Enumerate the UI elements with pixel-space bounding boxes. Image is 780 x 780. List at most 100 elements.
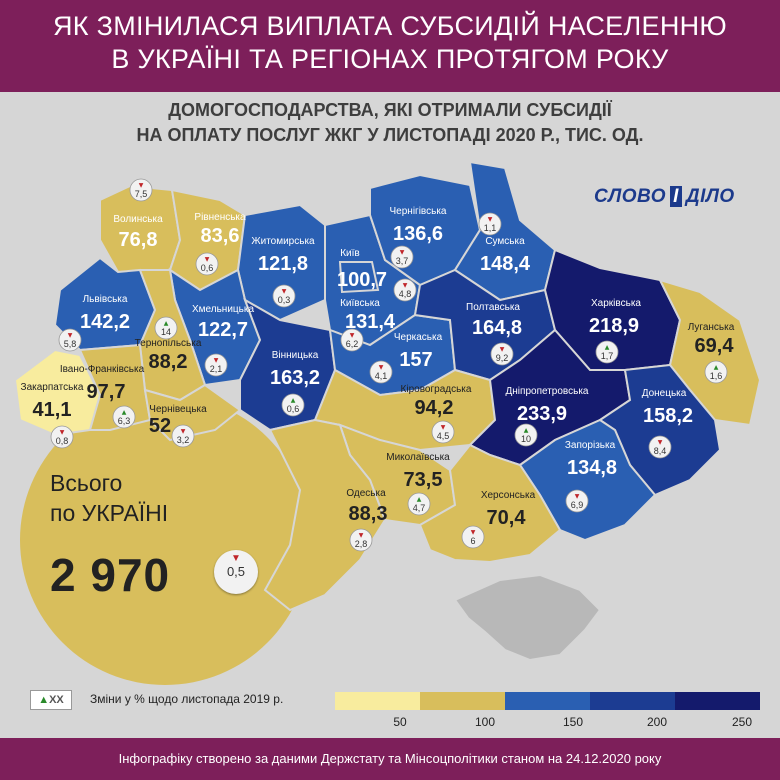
change-value-khersonska: 6 bbox=[470, 536, 475, 546]
region-name-volynska: Волинська bbox=[113, 214, 163, 225]
region-shape-odeska bbox=[263, 418, 387, 612]
change-badge-zhytomyrska bbox=[272, 284, 296, 308]
region-value-kharkivska: 218,9 bbox=[589, 315, 639, 337]
legend-swatch-5 bbox=[675, 692, 760, 710]
down-arrow-icon: ▼ bbox=[500, 346, 505, 353]
legend-swatch-3 bbox=[505, 692, 590, 710]
legend-threshold-50: 50 bbox=[393, 715, 407, 729]
change-value-lvivska: 5,8 bbox=[64, 339, 77, 349]
change-badge-khersonska bbox=[461, 525, 485, 549]
change-badge-ivano_frankivska bbox=[112, 405, 136, 429]
down-arrow-icon: ▼ bbox=[68, 332, 73, 339]
region-name-donetska: Донецька bbox=[642, 388, 687, 399]
total-change-value: 0,5 bbox=[226, 564, 246, 579]
change-value-odeska: 2,8 bbox=[355, 539, 368, 549]
change-badge-luhanska bbox=[704, 360, 728, 384]
down-arrow-icon: ▼ bbox=[400, 249, 405, 256]
change-value-ternopilska: 14 bbox=[161, 327, 171, 337]
region-name-kyivska: Київська bbox=[340, 298, 380, 309]
region-value-donetska: 158,2 bbox=[643, 405, 693, 427]
region-value-cherkaska: 157 bbox=[399, 349, 432, 371]
legend-swatch-1 bbox=[335, 692, 420, 710]
region-value-kyivska: 131,4 bbox=[345, 311, 396, 333]
change-badge-volynska bbox=[129, 178, 153, 202]
region-labels: Волинська76,8▼7,5Рівненська83,6▼0,6Житом… bbox=[21, 178, 735, 552]
down-arrow-icon: ▼ bbox=[181, 428, 186, 435]
change-value-chernihivska: 3,7 bbox=[396, 256, 409, 266]
region-value-lvivska: 142,2 bbox=[80, 311, 130, 333]
up-arrow-icon: ▲ bbox=[291, 397, 296, 404]
region-value-chernihivska: 136,6 bbox=[393, 223, 443, 245]
change-badge-poltavska bbox=[490, 342, 514, 366]
change-badge-kyiv bbox=[393, 278, 417, 302]
change-badge-donetska bbox=[648, 435, 672, 459]
region-name-odeska: Одеська bbox=[346, 488, 386, 499]
subtitle-line-1: ДОМОГОСПОДАРСТВА, ЯКІ ОТРИМАЛИ СУБСИДІЇ bbox=[168, 100, 612, 120]
change-value-kharkivska: 1,7 bbox=[601, 351, 614, 361]
region-value-poltavska: 164,8 bbox=[472, 317, 522, 339]
change-badge-sumska bbox=[478, 212, 502, 236]
change-badge-khmelnytska bbox=[204, 353, 228, 377]
change-badge-lvivska bbox=[58, 328, 82, 352]
change-value-volynska: 7,5 bbox=[135, 189, 148, 199]
down-arrow-icon: ▼ bbox=[205, 256, 210, 263]
region-value-rivnenska: 83,6 bbox=[201, 225, 240, 247]
region-name-rivnenska: Рівненська bbox=[194, 212, 246, 223]
region-value-kyiv: 100,7 bbox=[337, 269, 387, 291]
change-value-rivnenska: 0,6 bbox=[201, 263, 214, 273]
down-arrow-icon: ▼ bbox=[575, 493, 580, 500]
change-badge-kharkivska bbox=[595, 340, 619, 364]
region-name-ivano_frankivska: Івано-Франківська bbox=[60, 364, 145, 375]
region-name-khersonska: Херсонська bbox=[481, 490, 536, 501]
total-summary: Всього по УКРАЇНІ 2 970 bbox=[50, 468, 170, 602]
change-badge-rivnenska bbox=[195, 252, 219, 276]
region-shape-khersonska bbox=[418, 443, 562, 564]
region-name-vinnytska: Вінницька bbox=[272, 350, 319, 361]
down-arrow-icon: ▼ bbox=[60, 429, 65, 436]
crimea-shape bbox=[453, 573, 602, 662]
region-name-kirovohradska: Кіровоградська bbox=[401, 384, 472, 395]
up-arrow-icon: ▲ bbox=[122, 409, 127, 416]
region-name-ternopilska: Тернопільська bbox=[135, 338, 202, 349]
legend-threshold-250: 250 bbox=[732, 715, 752, 729]
legend-badge-text: XX bbox=[49, 694, 64, 706]
change-value-mykolaivska: 4,7 bbox=[413, 503, 426, 513]
change-value-kyiv: 4,8 bbox=[399, 289, 412, 299]
change-value-luhanska: 1,6 bbox=[710, 371, 723, 381]
change-badge-dnipropetrovska bbox=[514, 423, 538, 447]
region-value-odeska: 88,3 bbox=[349, 503, 388, 525]
region-value-luhanska: 69,4 bbox=[695, 335, 735, 357]
down-arrow-icon: ▼ bbox=[658, 439, 663, 446]
region-name-zakarpatska: Закарпатська bbox=[21, 382, 84, 393]
title-line-1: ЯК ЗМІНИЛАСЯ ВИПЛАТА СУБСИДІЙ НАСЕЛЕННЮ bbox=[52, 11, 727, 41]
change-badge-chernivetska bbox=[171, 424, 195, 448]
change-value-ivano_frankivska: 6,3 bbox=[118, 416, 131, 426]
change-badge-cherkaska bbox=[369, 360, 393, 384]
change-value-sumska: 1,1 bbox=[484, 223, 497, 233]
change-value-cherkaska: 4,1 bbox=[375, 371, 388, 381]
change-value-donetska: 8,4 bbox=[654, 446, 667, 456]
region-name-zhytomyrska: Житомирська bbox=[251, 236, 315, 247]
down-arrow-icon: ▼ bbox=[488, 216, 493, 223]
region-value-dnipropetrovska: 233,9 bbox=[517, 403, 567, 425]
region-shape-kyiv bbox=[338, 261, 380, 294]
legend-threshold-100: 100 bbox=[475, 715, 495, 729]
change-badge-chernihivska bbox=[390, 245, 414, 269]
down-arrow-icon: ▼ bbox=[139, 182, 144, 189]
change-value-chernivetska: 3,2 bbox=[177, 435, 190, 445]
logo-part-1: СЛОВО bbox=[594, 186, 667, 207]
change-badge-odeska bbox=[349, 528, 373, 552]
legend-scale: 50 100 150 200 250 bbox=[335, 692, 760, 729]
region-name-mykolaivska: Миколаївська bbox=[386, 452, 450, 463]
change-badge-zaporizka bbox=[565, 489, 589, 513]
legend-swatch-4 bbox=[590, 692, 675, 710]
subtitle: ДОМОГОСПОДАРСТВА, ЯКІ ОТРИМАЛИ СУБСИДІЇ … bbox=[0, 98, 780, 148]
region-value-zakarpatska: 41,1 bbox=[33, 399, 72, 421]
change-value-poltavska: 9,2 bbox=[496, 353, 509, 363]
change-value-kyivska: 6,2 bbox=[346, 339, 359, 349]
change-value-khmelnytska: 2,1 bbox=[210, 364, 223, 374]
change-value-dnipropetrovska: 10 bbox=[521, 434, 531, 444]
change-value-vinnytska: 0,6 bbox=[287, 404, 300, 414]
logo-part-2: І bbox=[670, 186, 682, 207]
down-arrow-icon: ▼ bbox=[214, 357, 219, 364]
